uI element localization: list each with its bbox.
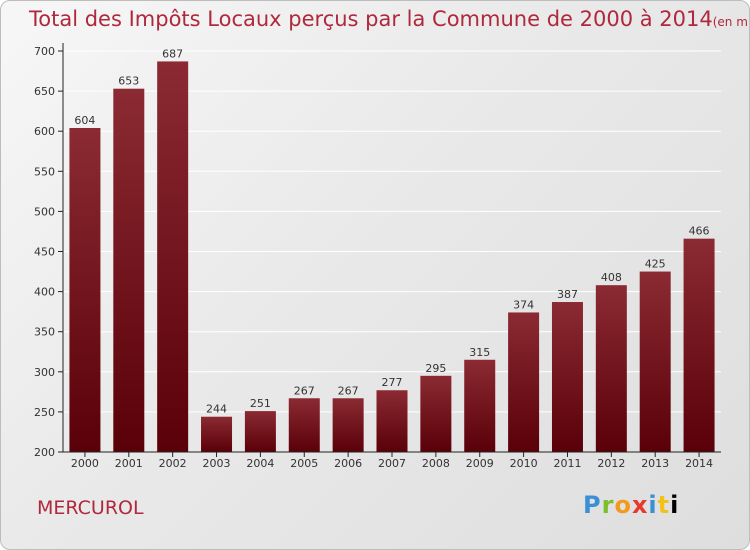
bar: [69, 127, 101, 452]
bar: [376, 390, 408, 452]
bar: [420, 375, 452, 452]
x-tick-label: 2005: [290, 457, 318, 470]
y-tick-label: 600: [34, 125, 55, 138]
bar: [595, 285, 627, 452]
bar-value-label: 244: [206, 403, 227, 416]
logo-letter: o: [614, 491, 632, 519]
y-tick-label: 400: [34, 286, 55, 299]
bar: [157, 61, 189, 453]
bar: [332, 398, 364, 452]
x-tick-label: 2001: [115, 457, 143, 470]
x-tick-label: 2013: [641, 457, 669, 470]
logo-letter: r: [601, 491, 615, 519]
chart-title: Total des Impôts Locaux perçus par la Co…: [29, 7, 750, 31]
bar-layer: 604 653 687 244 251 267 267 277 295 315 374 387 408 4…: [69, 47, 715, 453]
bar: [508, 312, 540, 452]
logo-letter: x: [631, 491, 649, 519]
x-tick-label: 2004: [246, 457, 274, 470]
bar-value-label: 267: [338, 384, 359, 397]
bar-value-label: 653: [118, 75, 139, 88]
x-tick-label: 2003: [203, 457, 231, 470]
x-tick-label: 2010: [510, 457, 538, 470]
proxiti-logo: Proxiti: [583, 491, 679, 519]
logo-letter: t: [657, 491, 671, 519]
bar-value-label: 315: [469, 346, 490, 359]
x-tick-label: 2011: [553, 457, 581, 470]
y-tick-label: 450: [34, 246, 55, 259]
y-tick-label: 300: [34, 366, 55, 379]
bar: [113, 88, 145, 452]
x-tick-label: 2008: [422, 457, 450, 470]
bar-value-label: 251: [250, 397, 271, 410]
commune-name: MERCUROL: [37, 497, 144, 519]
x-tick-label: 2000: [71, 457, 99, 470]
bar-value-label: 466: [689, 225, 710, 238]
bar-value-label: 277: [382, 376, 403, 389]
bar: [288, 398, 320, 452]
bar-value-label: 408: [601, 271, 622, 284]
x-tick-label: 2009: [466, 457, 494, 470]
bar: [683, 238, 715, 452]
y-tick-label: 500: [34, 205, 55, 218]
y-tick-label: 550: [34, 165, 55, 178]
bar-value-label: 295: [425, 362, 446, 375]
x-tick-label: 2002: [159, 457, 187, 470]
logo-letter: i: [670, 491, 680, 519]
y-tick-label: 700: [34, 45, 55, 58]
bar-value-label: 425: [645, 258, 666, 271]
y-tick-label: 200: [34, 446, 55, 459]
bar-value-label: 687: [162, 47, 183, 60]
bar-value-label: 604: [74, 114, 95, 127]
axis-layer: 200 250 300 350 400 450 500 550 600 650 700 2000 200…: [34, 43, 721, 470]
bar: [551, 302, 583, 452]
title-unit: (en milliers d'€): [712, 15, 750, 29]
title-text: Total des Impôts Locaux perçus par la Co…: [29, 7, 713, 31]
x-tick-label: 2014: [685, 457, 713, 470]
y-tick-label: 350: [34, 326, 55, 339]
logo-letter: i: [648, 491, 658, 519]
x-tick-label: 2007: [378, 457, 406, 470]
x-tick-label: 2012: [597, 457, 625, 470]
x-tick-label: 2006: [334, 457, 362, 470]
bar: [639, 271, 671, 452]
bar: [464, 359, 496, 452]
bar-value-label: 387: [557, 288, 578, 301]
y-tick-label: 250: [34, 406, 55, 419]
bar-value-label: 374: [513, 298, 534, 311]
bar: [201, 416, 233, 452]
y-tick-label: 650: [34, 85, 55, 98]
bar-value-label: 267: [294, 384, 315, 397]
logo-letter: P: [583, 491, 602, 519]
bar: [244, 411, 276, 452]
